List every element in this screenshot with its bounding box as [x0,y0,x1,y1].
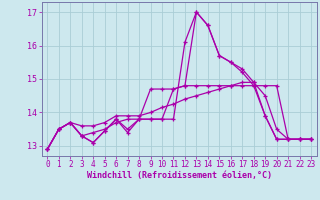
X-axis label: Windchill (Refroidissement éolien,°C): Windchill (Refroidissement éolien,°C) [87,171,272,180]
